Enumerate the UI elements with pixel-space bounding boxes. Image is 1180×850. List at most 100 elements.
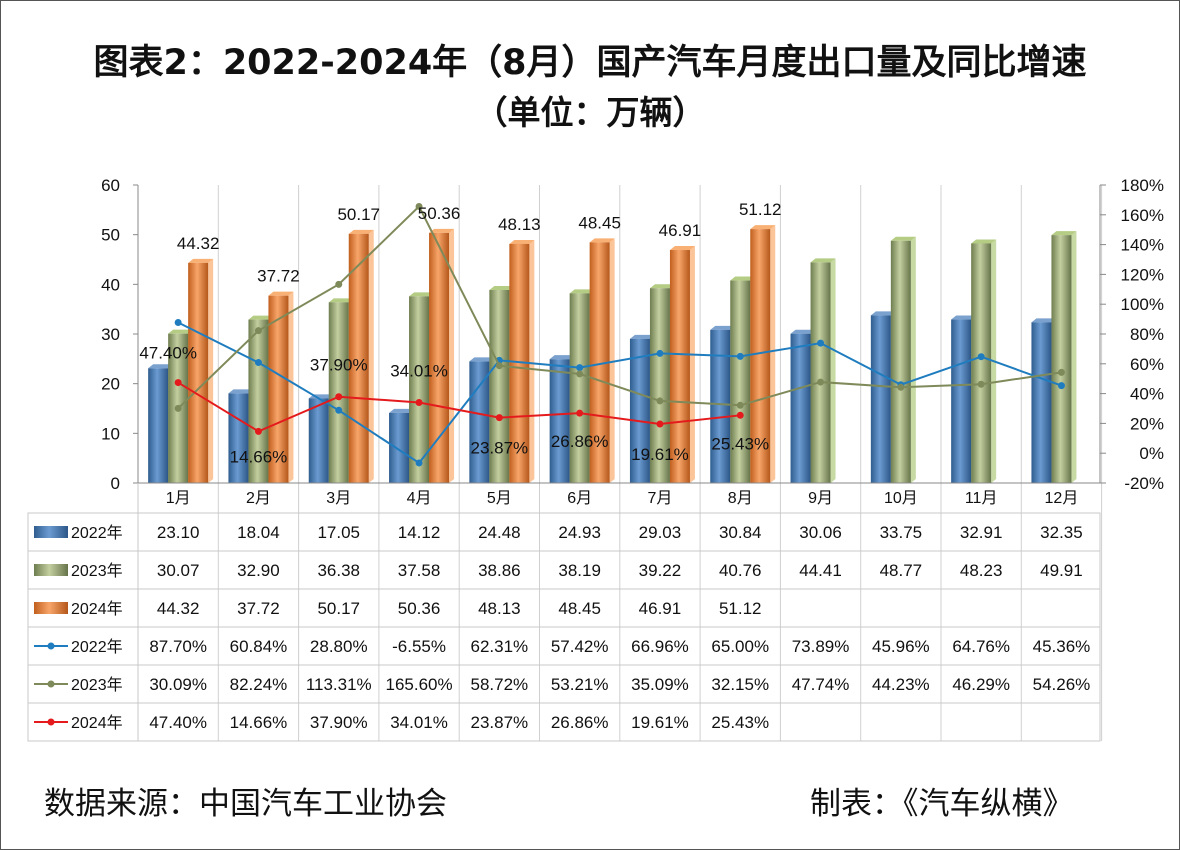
table-cell: 48.13 bbox=[478, 599, 521, 618]
line-data-label: 23.87% bbox=[471, 439, 529, 458]
table-cell: 32.91 bbox=[960, 523, 1003, 542]
table-cell: 29.03 bbox=[639, 523, 682, 542]
line-point bbox=[415, 202, 423, 210]
line-point bbox=[736, 401, 744, 409]
table-cell: 48.45 bbox=[558, 599, 601, 618]
table-cell: 37.90% bbox=[310, 713, 368, 732]
y2-tick-label: 20% bbox=[1130, 414, 1164, 433]
legend-line-marker bbox=[47, 718, 55, 726]
line-data-label: 26.86% bbox=[551, 432, 609, 451]
x-tick-label: 6月 bbox=[567, 490, 592, 507]
bar-2023年 bbox=[649, 288, 670, 483]
bar-2022年 bbox=[951, 319, 972, 483]
legend-line-marker bbox=[47, 642, 55, 650]
line-data-label: 25.43% bbox=[711, 434, 769, 453]
table-cell: 57.42% bbox=[551, 637, 609, 656]
legend-bar-swatch bbox=[34, 564, 68, 576]
bar-data-label: 48.45 bbox=[578, 213, 621, 232]
table-cell: 32.90 bbox=[237, 561, 280, 580]
table-cell: 19.61% bbox=[631, 713, 689, 732]
y-tick-label: 0 bbox=[111, 474, 120, 493]
legend-bar-swatch bbox=[34, 602, 68, 614]
y2-tick-label: 120% bbox=[1121, 265, 1164, 284]
bar-top bbox=[328, 298, 354, 303]
bar-2024年 bbox=[589, 242, 610, 483]
y-tick-label: 40 bbox=[101, 275, 120, 294]
table-cell: 39.22 bbox=[639, 561, 682, 580]
table-cell: 38.19 bbox=[558, 561, 601, 580]
line-point bbox=[977, 353, 985, 361]
line-data-label: 34.01% bbox=[390, 362, 448, 381]
table-cell: 32.35 bbox=[1040, 523, 1083, 542]
bar-side bbox=[830, 258, 836, 483]
line-point bbox=[656, 349, 664, 357]
bar-side bbox=[689, 246, 695, 483]
line-point bbox=[656, 420, 664, 428]
bar-top bbox=[790, 329, 816, 334]
table-cell: 38.86 bbox=[478, 561, 521, 580]
bar-top bbox=[268, 291, 294, 296]
y2-tick-label: 100% bbox=[1121, 295, 1164, 314]
table-cell: 60.84% bbox=[230, 637, 288, 656]
bar-top bbox=[409, 292, 435, 297]
table-cell: 44.32 bbox=[157, 599, 200, 618]
y-tick-label: 60 bbox=[101, 176, 120, 195]
line-point bbox=[335, 393, 343, 401]
table-cell: 48.77 bbox=[880, 561, 923, 580]
y2-tick-label: 0% bbox=[1139, 444, 1164, 463]
y-tick-label: 20 bbox=[101, 375, 120, 394]
x-tick-label: 1月 bbox=[166, 490, 191, 507]
bar-top bbox=[1051, 231, 1077, 236]
table-cell: 50.36 bbox=[398, 599, 441, 618]
table-cell: 14.66% bbox=[230, 713, 288, 732]
table-cell: 30.06 bbox=[799, 523, 842, 542]
bar-top bbox=[710, 325, 736, 330]
line-point bbox=[817, 378, 825, 386]
line-data-label: 19.61% bbox=[631, 445, 689, 464]
bar-2023年 bbox=[810, 262, 831, 483]
table-cell: 18.04 bbox=[237, 523, 280, 542]
line-2023年 bbox=[177, 204, 1062, 410]
x-tick-label: 5月 bbox=[487, 490, 512, 507]
bar-top bbox=[148, 364, 174, 369]
y2-tick-label: 140% bbox=[1121, 236, 1164, 255]
bar-2022年 bbox=[790, 333, 811, 483]
bar-2022年 bbox=[870, 315, 891, 483]
table-cell: 33.75 bbox=[880, 523, 923, 542]
table-cell: 26.86% bbox=[551, 713, 609, 732]
bar-data-label: 48.13 bbox=[498, 215, 541, 234]
table-cell: 23.10 bbox=[157, 523, 200, 542]
table-cell: 73.89% bbox=[792, 637, 850, 656]
bar-2024年 bbox=[750, 229, 771, 483]
bar-2022年 bbox=[389, 412, 410, 483]
bar-2023年 bbox=[328, 302, 349, 483]
y-tick-label: 50 bbox=[101, 226, 120, 245]
table-cell: -6.55% bbox=[392, 637, 446, 656]
table-cell: 28.80% bbox=[310, 637, 368, 656]
table-cell: 37.72 bbox=[237, 599, 280, 618]
bar-top bbox=[649, 284, 675, 289]
bar-top bbox=[549, 355, 575, 360]
table-cell: 65.00% bbox=[711, 637, 769, 656]
bar-top bbox=[469, 357, 495, 362]
x-tick-label: 12月 bbox=[1045, 490, 1079, 507]
maker-note: 制表：《汽车纵横》 bbox=[810, 786, 1074, 822]
bar-2022年 bbox=[549, 359, 570, 483]
table-cell: 53.21% bbox=[551, 675, 609, 694]
bar-2024年 bbox=[509, 243, 530, 483]
legend-label: 2023年 bbox=[71, 562, 123, 580]
table-cell: 54.26% bbox=[1033, 675, 1091, 694]
line-point bbox=[335, 280, 343, 288]
line-data-label: 14.66% bbox=[230, 447, 288, 466]
line-point bbox=[174, 319, 182, 327]
table-cell: 23.87% bbox=[471, 713, 529, 732]
bar-top bbox=[429, 228, 455, 233]
bar-side bbox=[770, 225, 776, 483]
line-point bbox=[1057, 368, 1065, 376]
bar-top bbox=[589, 238, 615, 243]
bar-top bbox=[188, 258, 214, 263]
legend-label: 2024年 bbox=[71, 714, 123, 732]
line-point bbox=[1057, 382, 1065, 390]
table-cell: 66.96% bbox=[631, 637, 689, 656]
bar-2023年 bbox=[730, 280, 751, 483]
